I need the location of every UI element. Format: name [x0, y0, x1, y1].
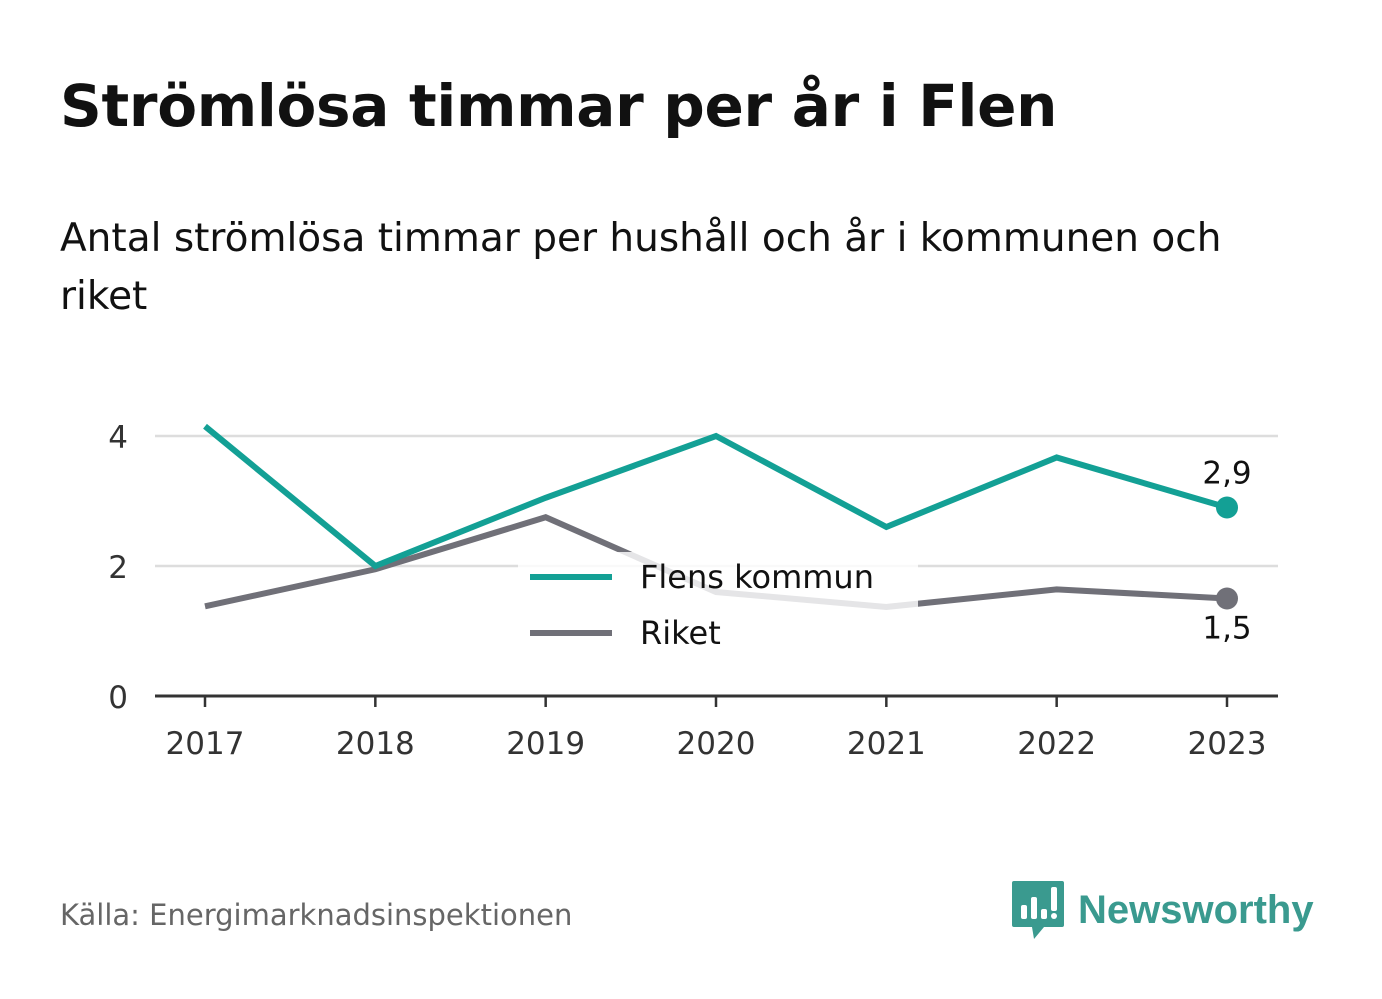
series-end-label: 1,5 — [1202, 611, 1251, 647]
data-labels: 2,9 1,5 — [1202, 456, 1251, 647]
y-tick-label: 2 — [108, 550, 128, 586]
x-tick-label: 2017 — [166, 726, 245, 762]
y-tick-label: 0 — [108, 680, 128, 716]
brand-logo: Newsworthy — [1010, 878, 1314, 942]
chart-subtitle: Antal strömlösa timmar per hushåll och å… — [60, 216, 1222, 319]
series-endpoint — [1216, 496, 1238, 519]
source-note: Källa: Energimarknadsinspektionen — [60, 898, 573, 932]
series-line-flens-kommun — [203, 423, 1228, 570]
x-tick-label: 2021 — [847, 726, 926, 762]
legend: Flens kommun Riket — [518, 552, 918, 660]
legend-background — [518, 552, 918, 660]
series-endpoint — [1216, 587, 1238, 610]
x-tick-label: 2018 — [336, 726, 415, 762]
y-tick-label: 4 — [108, 420, 128, 456]
legend-label: Flens kommun — [640, 558, 874, 596]
x-tick-label: 2020 — [677, 726, 756, 762]
newsworthy-logo-icon — [1012, 881, 1064, 939]
chart-title: Strömlösa timmar per år i Flen — [60, 72, 1058, 140]
series-end-label: 2,9 — [1202, 456, 1251, 492]
x-tick-label: 2023 — [1188, 726, 1267, 762]
brand-name: Newsworthy — [1078, 888, 1314, 932]
x-axis: 2017 2018 2019 2020 2021 2022 2023 — [155, 694, 1278, 762]
legend-label: Riket — [640, 614, 721, 652]
x-tick-label: 2022 — [1017, 726, 1096, 762]
x-tick-label: 2019 — [506, 726, 585, 762]
